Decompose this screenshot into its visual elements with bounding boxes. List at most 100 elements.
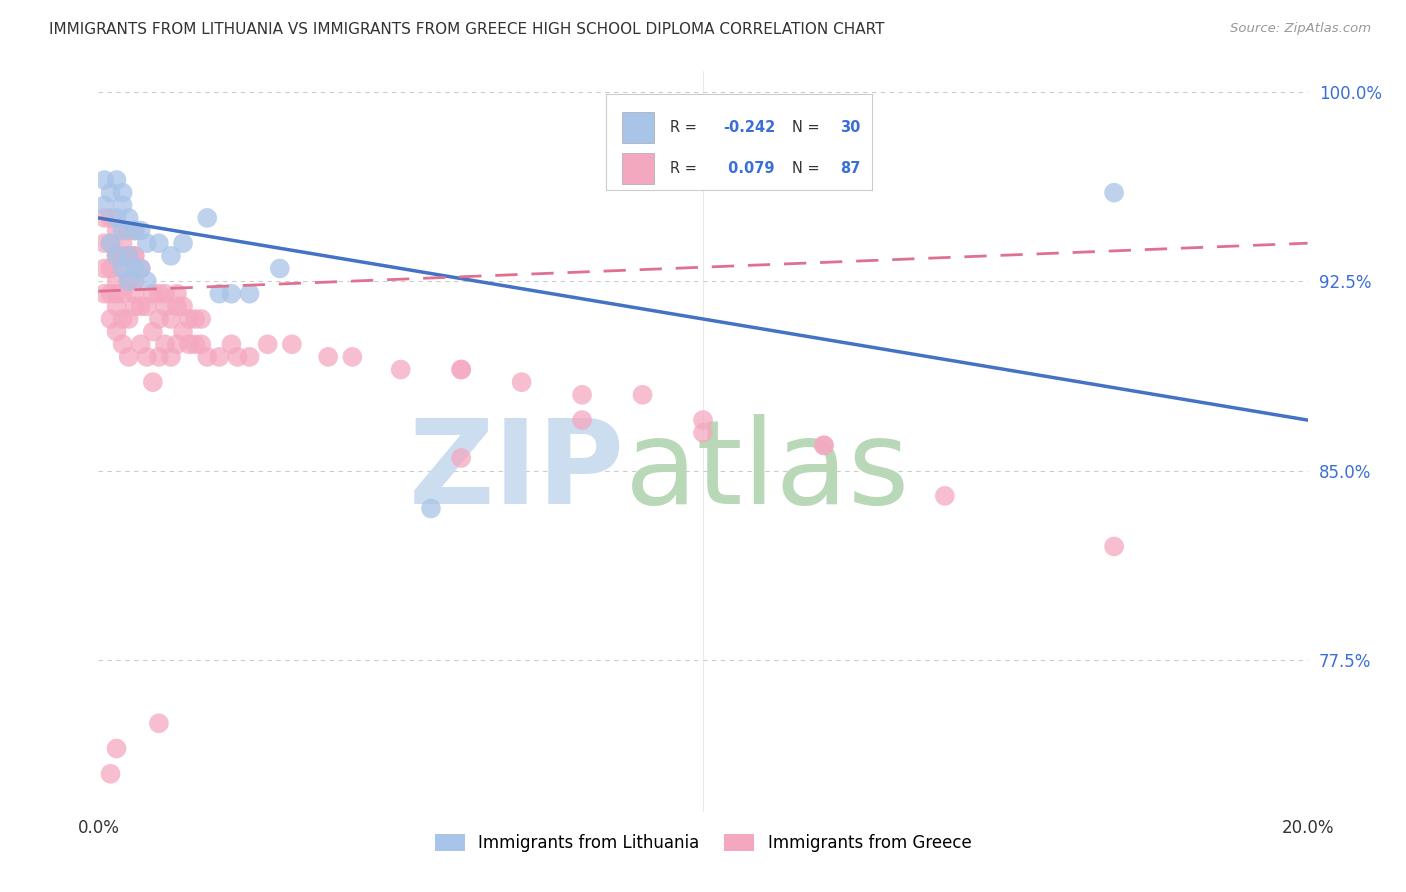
- Point: [142, 375, 165, 389]
- Point: [129, 261, 152, 276]
- Point: [105, 299, 128, 313]
- Point: [105, 249, 128, 263]
- Point: [142, 325, 165, 339]
- Point: [111, 261, 134, 276]
- Point: [105, 249, 128, 263]
- Point: [100, 236, 122, 251]
- Point: [93, 211, 115, 225]
- Point: [142, 286, 165, 301]
- Point: [129, 223, 152, 237]
- Point: [118, 274, 141, 288]
- Point: [111, 249, 134, 263]
- Point: [100, 261, 122, 276]
- Point: [153, 299, 176, 313]
- Point: [100, 767, 122, 781]
- Point: [124, 261, 146, 276]
- Point: [172, 299, 194, 313]
- Point: [190, 312, 212, 326]
- Point: [420, 501, 443, 516]
- Point: [226, 350, 249, 364]
- Point: [153, 337, 176, 351]
- Point: [195, 211, 218, 225]
- Point: [179, 312, 201, 326]
- Point: [111, 186, 134, 200]
- Text: ZIP: ZIP: [408, 414, 624, 529]
- Point: [124, 223, 146, 237]
- Point: [105, 286, 128, 301]
- Point: [1102, 186, 1125, 200]
- Point: [93, 261, 115, 276]
- Point: [281, 337, 304, 351]
- Point: [1102, 540, 1125, 554]
- Point: [239, 350, 262, 364]
- Point: [269, 261, 291, 276]
- Point: [450, 362, 472, 376]
- Point: [105, 211, 128, 225]
- Point: [118, 249, 141, 263]
- Point: [135, 299, 157, 313]
- Point: [135, 274, 157, 288]
- Point: [124, 299, 146, 313]
- Point: [129, 337, 152, 351]
- Point: [148, 716, 170, 731]
- Point: [510, 375, 533, 389]
- Point: [124, 286, 146, 301]
- Point: [129, 261, 152, 276]
- Point: [571, 413, 593, 427]
- Point: [160, 312, 183, 326]
- Point: [631, 388, 654, 402]
- Point: [179, 337, 201, 351]
- Point: [135, 236, 157, 251]
- Text: IMMIGRANTS FROM LITHUANIA VS IMMIGRANTS FROM GREECE HIGH SCHOOL DIPLOMA CORRELAT: IMMIGRANTS FROM LITHUANIA VS IMMIGRANTS …: [49, 22, 884, 37]
- Point: [172, 325, 194, 339]
- Point: [184, 337, 207, 351]
- Point: [124, 274, 146, 288]
- Point: [166, 299, 188, 313]
- Point: [160, 249, 183, 263]
- Point: [93, 198, 115, 212]
- Point: [111, 312, 134, 326]
- Point: [148, 312, 170, 326]
- Point: [105, 173, 128, 187]
- Point: [316, 350, 339, 364]
- Point: [111, 198, 134, 212]
- Point: [190, 337, 212, 351]
- Point: [813, 438, 835, 452]
- Point: [692, 413, 714, 427]
- Point: [111, 236, 134, 251]
- Point: [118, 249, 141, 263]
- Point: [111, 337, 134, 351]
- Point: [813, 438, 835, 452]
- Point: [100, 236, 122, 251]
- Point: [153, 286, 176, 301]
- Point: [100, 312, 122, 326]
- Point: [195, 350, 218, 364]
- Point: [208, 286, 231, 301]
- Point: [389, 362, 412, 376]
- Point: [124, 249, 146, 263]
- Point: [160, 350, 183, 364]
- Point: [105, 223, 128, 237]
- Point: [111, 223, 134, 237]
- Point: [256, 337, 278, 351]
- Point: [172, 236, 194, 251]
- Point: [118, 274, 141, 288]
- Point: [148, 286, 170, 301]
- Point: [148, 236, 170, 251]
- Point: [93, 173, 115, 187]
- Point: [100, 286, 122, 301]
- Point: [118, 223, 141, 237]
- Point: [118, 350, 141, 364]
- Point: [105, 249, 128, 263]
- Point: [105, 274, 128, 288]
- Point: [129, 299, 152, 313]
- Point: [118, 312, 141, 326]
- Point: [118, 249, 141, 263]
- Point: [124, 249, 146, 263]
- Point: [124, 223, 146, 237]
- Point: [100, 186, 122, 200]
- Point: [100, 211, 122, 225]
- Point: [166, 286, 188, 301]
- Point: [93, 236, 115, 251]
- Point: [692, 425, 714, 440]
